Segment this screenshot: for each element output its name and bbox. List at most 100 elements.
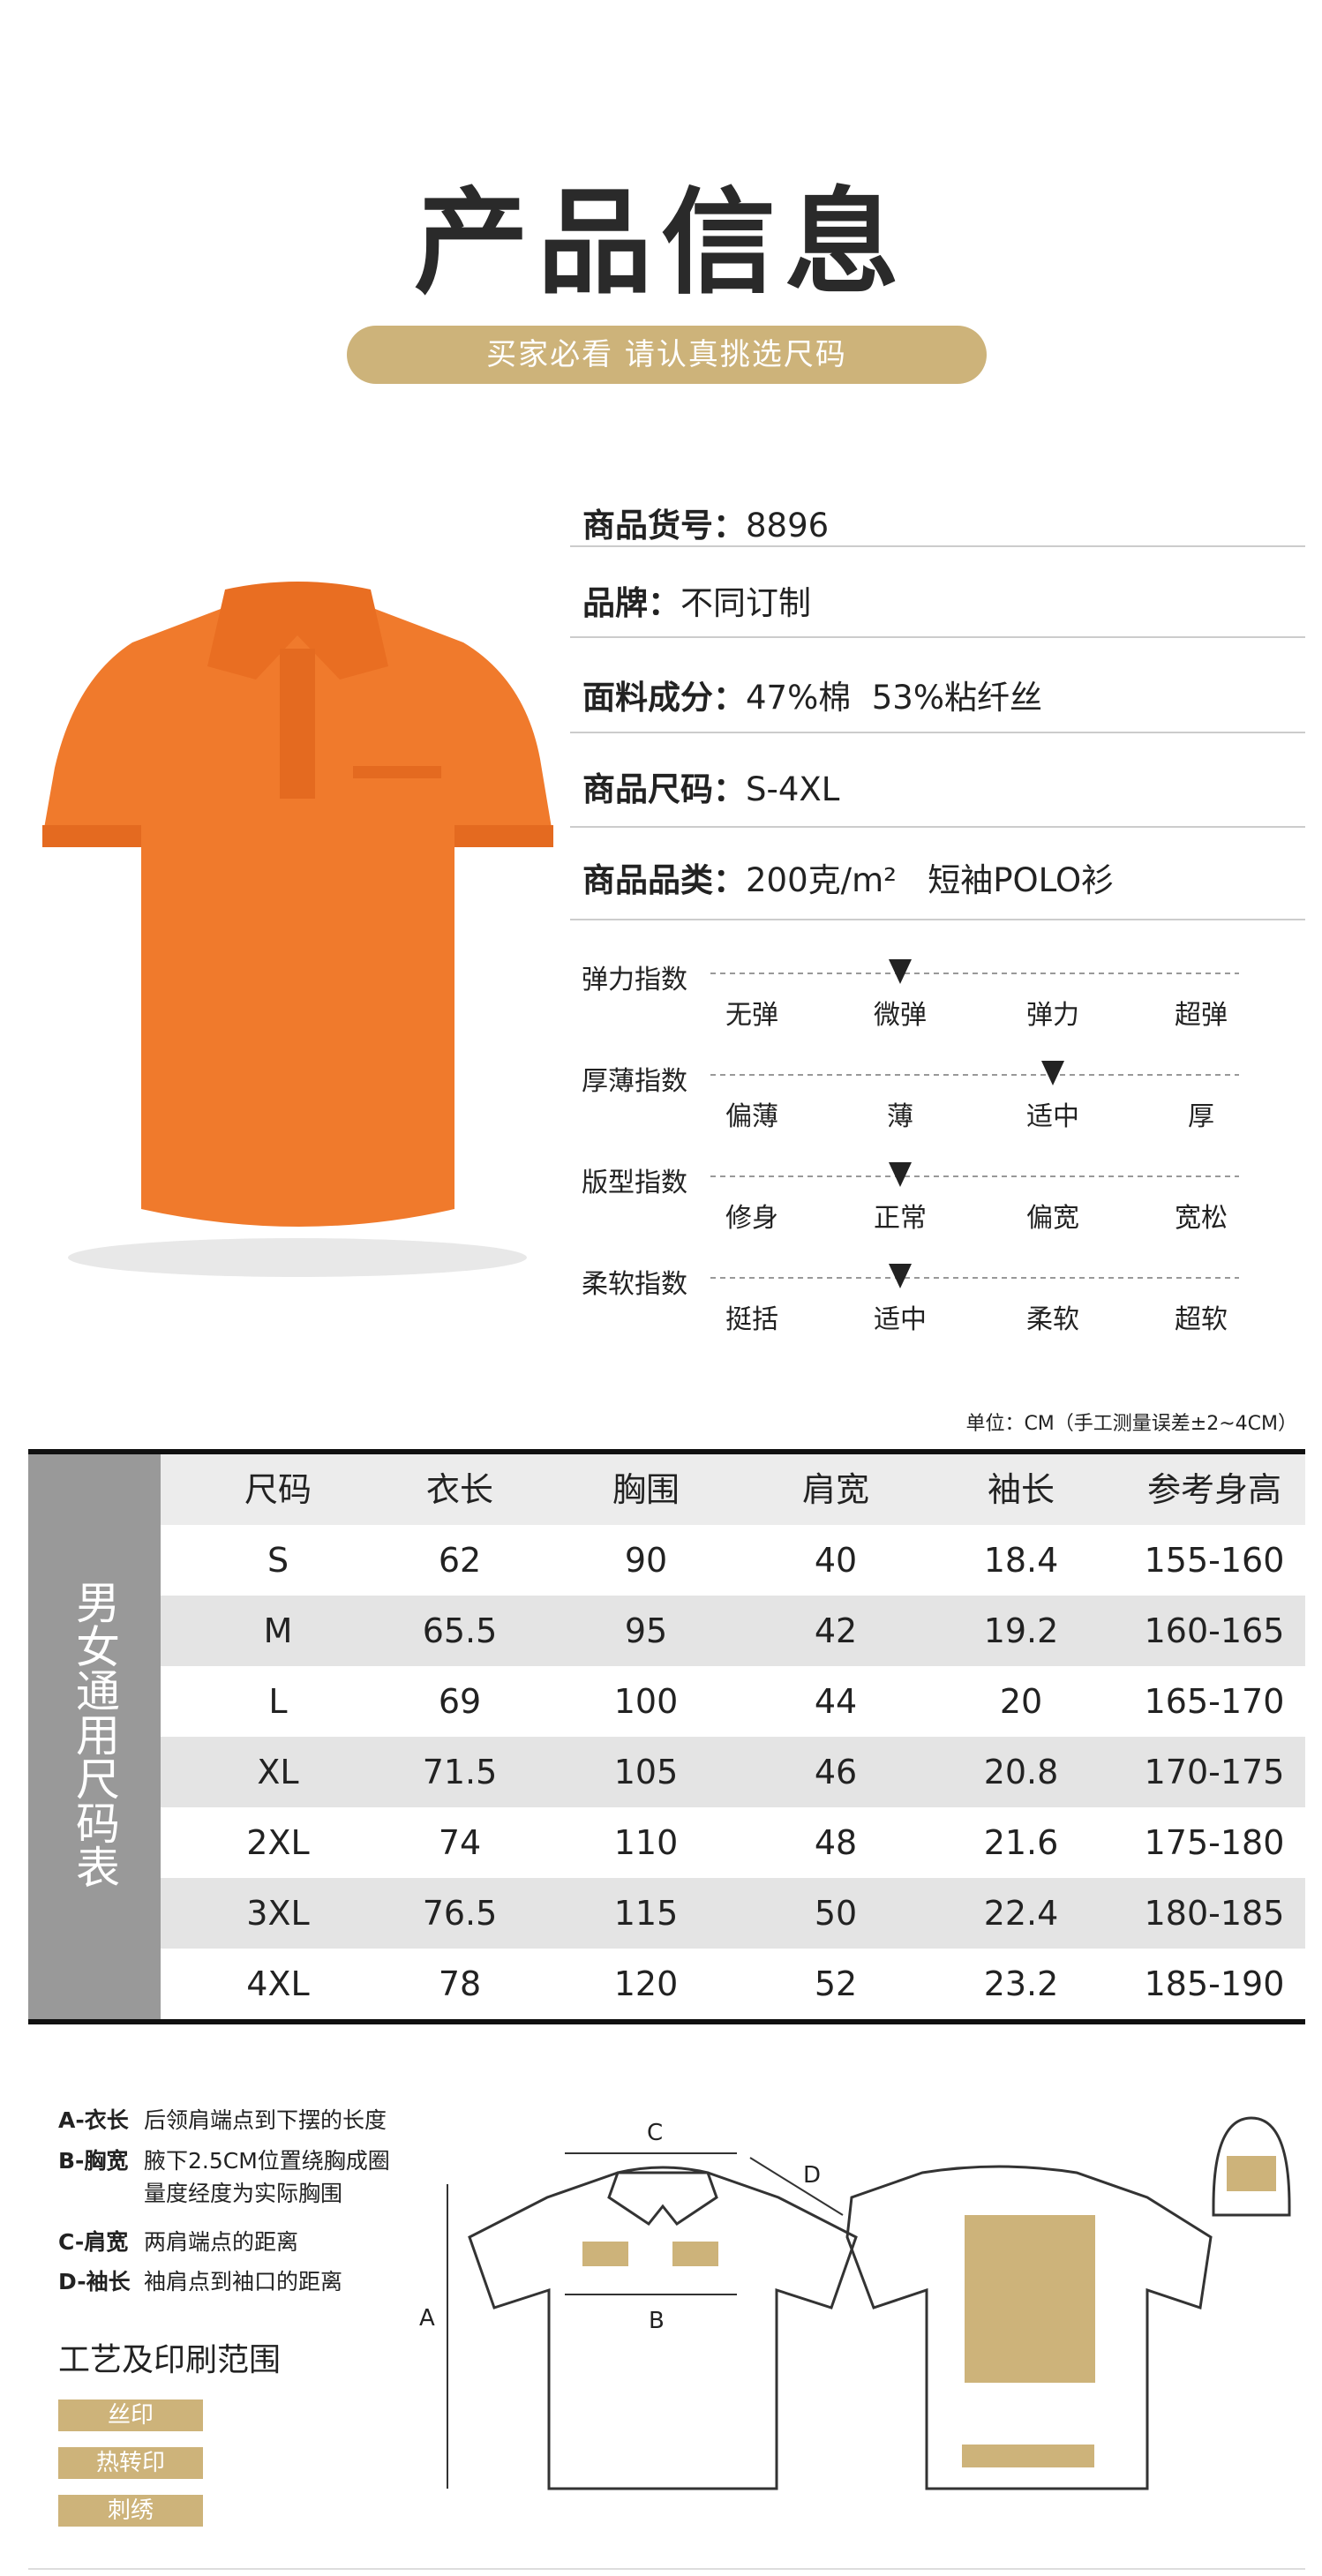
table-bottom-border bbox=[28, 2019, 1305, 2024]
measure-desc: 腋下2.5CM位置绕胸成圈 bbox=[144, 2148, 390, 2174]
table-cell: L bbox=[268, 1682, 288, 1721]
diagram-label: C bbox=[647, 2120, 664, 2146]
table-cell: 44 bbox=[814, 1682, 858, 1721]
table-cell: 95 bbox=[624, 1611, 668, 1650]
spec-value: 不同订制 bbox=[680, 584, 811, 622]
table-cell: 155-160 bbox=[1144, 1541, 1285, 1580]
table-cell: 20.8 bbox=[983, 1753, 1059, 1791]
spec-value: 200克/m² 短袖POLO衫 bbox=[746, 861, 1115, 899]
diagram-label: A bbox=[419, 2305, 435, 2332]
table-cell: 23.2 bbox=[983, 1964, 1059, 2003]
measure-key: B-胸宽 bbox=[58, 2148, 129, 2174]
table-cell: 4XL bbox=[246, 1964, 310, 2003]
table-cell: 165-170 bbox=[1144, 1682, 1285, 1721]
table-cell: 22.4 bbox=[983, 1894, 1059, 1933]
spec-value: 8896 bbox=[746, 507, 830, 544]
diagram-label: D bbox=[803, 2162, 822, 2189]
table-cell: 76.5 bbox=[422, 1894, 498, 1933]
index-option: 宽松 bbox=[1175, 1203, 1228, 1234]
index-option: 超软 bbox=[1175, 1304, 1228, 1335]
table-cell: 170-175 bbox=[1144, 1753, 1285, 1791]
table-cell: 2XL bbox=[246, 1823, 310, 1862]
subtitle-banner: 买家必看 请认真挑选尺码 bbox=[347, 326, 987, 384]
spec-label: 品牌： bbox=[582, 584, 680, 622]
diagram-shirts bbox=[447, 2116, 1291, 2490]
spec-row: 商品品类：200克/m² 短袖POLO衫 bbox=[582, 853, 1114, 901]
separator bbox=[570, 545, 1305, 547]
polo-placket bbox=[280, 649, 315, 799]
print-method: 热转印 bbox=[58, 2447, 203, 2479]
measure-desc: 两肩端点的距离 bbox=[144, 2229, 299, 2255]
print-method: 丝印 bbox=[58, 2400, 203, 2431]
table-cell: 74 bbox=[438, 1823, 482, 1862]
spec-row: 商品尺码：S-4XL bbox=[582, 762, 839, 810]
table-cell: 78 bbox=[438, 1964, 482, 2003]
table-cell: 110 bbox=[613, 1823, 679, 1862]
table-cell: 50 bbox=[814, 1894, 858, 1933]
separator bbox=[570, 732, 1305, 733]
sleeve-cuff bbox=[42, 825, 141, 847]
spec-label: 商品尺码： bbox=[582, 770, 746, 808]
table-cell: 21.6 bbox=[983, 1823, 1059, 1862]
table-side bbox=[28, 1454, 161, 2019]
table-cell: 69 bbox=[438, 1682, 482, 1721]
table-cell: 185-190 bbox=[1144, 1964, 1285, 2003]
header-row-bg bbox=[161, 1454, 1305, 1525]
index-label: 版型指数 bbox=[582, 1168, 687, 1198]
spec-label: 商品货号： bbox=[582, 507, 746, 544]
measure-key: C-肩宽 bbox=[58, 2229, 129, 2255]
index-label: 弹力指数 bbox=[582, 965, 687, 995]
row-bg bbox=[161, 1737, 1305, 1807]
separator bbox=[570, 919, 1305, 920]
column-header: 参考身高 bbox=[1146, 1470, 1281, 1509]
index-marker bbox=[889, 959, 912, 984]
separator bbox=[570, 826, 1305, 828]
print-method: 刺绣 bbox=[58, 2495, 203, 2527]
row-bg bbox=[161, 1596, 1305, 1666]
table-cell: 120 bbox=[613, 1964, 679, 2003]
index-option: 柔软 bbox=[1026, 1304, 1079, 1335]
table-cell: 52 bbox=[814, 1964, 858, 2003]
table-cell: M bbox=[263, 1611, 293, 1650]
unit-note: 单位：CM（手工测量误差±2~4CM） bbox=[965, 1413, 1297, 1435]
spec-row: 面料成分：47%棉 53%粘纤丝 bbox=[582, 671, 1042, 718]
spec-row: 品牌：不同订制 bbox=[582, 576, 811, 624]
table-cell: 115 bbox=[613, 1894, 679, 1933]
table-cell: 65.5 bbox=[422, 1611, 498, 1650]
index-option: 超弹 bbox=[1175, 1000, 1228, 1031]
table-cell: 100 bbox=[613, 1682, 679, 1721]
table-cell: 46 bbox=[814, 1753, 858, 1791]
table-cell: 62 bbox=[438, 1541, 482, 1580]
table-cell: 105 bbox=[613, 1753, 679, 1791]
column-header: 袖长 bbox=[987, 1470, 1055, 1509]
column-header: 肩宽 bbox=[801, 1470, 869, 1509]
table-cell: 90 bbox=[624, 1541, 668, 1580]
table-cell: 42 bbox=[814, 1611, 858, 1650]
measure-desc: 量度经度为实际胸围 bbox=[144, 2181, 343, 2206]
index-marker bbox=[889, 1162, 912, 1187]
print-areas bbox=[582, 2156, 1276, 2467]
spec-label: 面料成分： bbox=[582, 679, 746, 717]
table-cell: 40 bbox=[814, 1541, 858, 1580]
page-title: 产品信息 bbox=[413, 176, 908, 310]
polo-body bbox=[42, 609, 553, 1227]
row-bg bbox=[161, 1878, 1305, 1949]
table-cell: 3XL bbox=[246, 1894, 310, 1933]
index-option: 微弹 bbox=[874, 1000, 927, 1031]
spec-label: 商品品类： bbox=[582, 861, 746, 899]
measure-desc: 袖肩点到袖口的距离 bbox=[144, 2269, 343, 2294]
diagram-label: B bbox=[649, 2308, 665, 2334]
spec-value: 47%棉 53%粘纤丝 bbox=[746, 679, 1042, 717]
index-option: 偏薄 bbox=[725, 1101, 778, 1132]
footer-line bbox=[28, 2568, 1305, 2570]
separator bbox=[570, 636, 1305, 638]
table-cell: 18.4 bbox=[983, 1541, 1059, 1580]
index-option: 弹力 bbox=[1026, 1000, 1079, 1031]
measure-key: A-衣长 bbox=[58, 2107, 129, 2133]
index-label: 厚薄指数 bbox=[582, 1066, 687, 1097]
measure-key: D-袖长 bbox=[58, 2269, 131, 2294]
table-cell: 19.2 bbox=[983, 1611, 1059, 1650]
index-marker bbox=[1041, 1061, 1064, 1085]
